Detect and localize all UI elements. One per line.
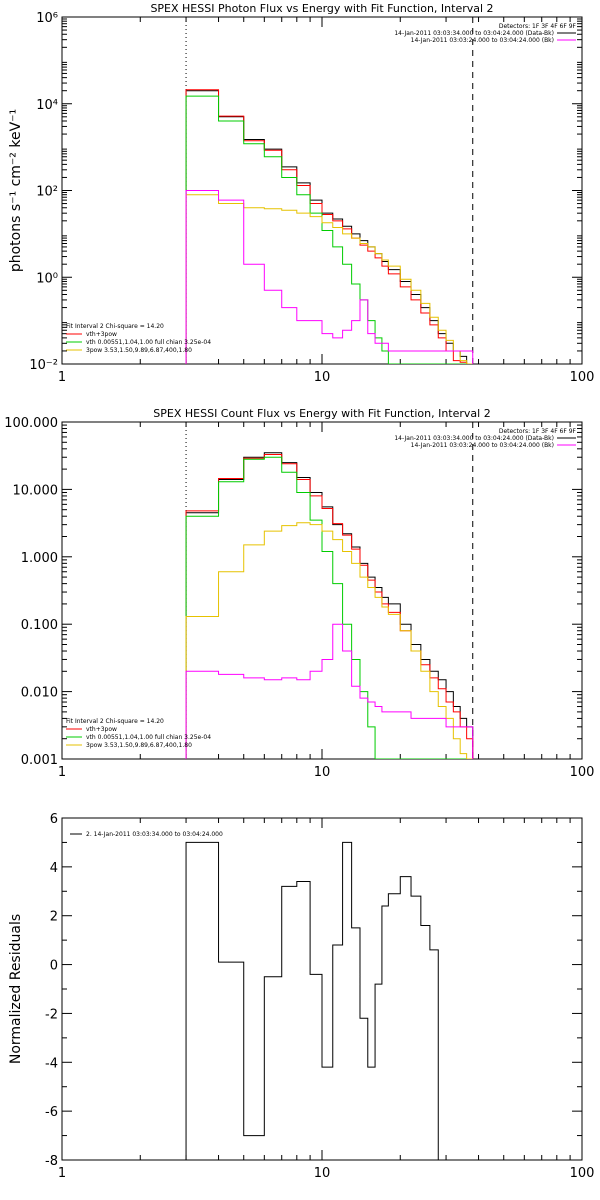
legend-top-right-text: Detectors: 1F 3F 4F 6F 9F — [499, 23, 577, 30]
series-line-1 — [185, 453, 474, 759]
y-tick-label: 0.010 — [21, 686, 58, 701]
legend-top-right-text: 14-Jan-2011 03:03:24.000 to 03:04:24.000… — [411, 37, 554, 44]
y-tick-label: 0 — [50, 959, 58, 974]
y-tick-label: 10⁰ — [36, 271, 58, 286]
series-group — [185, 89, 474, 364]
y-tick-label: 10² — [36, 185, 58, 200]
y-tick-label: 6 — [50, 812, 58, 827]
y-tick-label: 10⁴ — [36, 98, 58, 113]
legend-bottom-left-text: 3pow 3.53,1.50,9.89,6.87,400,1.80 — [86, 347, 192, 354]
x-tick-label: 1 — [58, 765, 66, 780]
y-tick-label: 1.000 — [21, 551, 58, 566]
y-tick-label: -6 — [45, 1105, 58, 1120]
plot-frame — [61, 421, 583, 760]
series-line-1 — [185, 89, 473, 364]
x-tick-label: 10 — [314, 370, 331, 385]
legend-top-right-text: 14-Jan-2011 03:03:34.000 to 03:04:24.000… — [394, 30, 554, 37]
series-line-0 — [185, 841, 473, 1160]
legend-top-right-text: 14-Jan-2011 03:03:34.000 to 03:04:24.000… — [394, 435, 554, 442]
panel-residuals: 1 10 100 -8 -6 -4 -2 0 2 4 6 Normalized Residuals 2.… — [8, 812, 594, 1181]
legend-bottom-left-text: Fit Interval 2 Chi-square = 14.20 — [66, 323, 164, 330]
legend-top-right-text: Detectors: 1F 3F 4F 6F 9F — [499, 428, 577, 435]
y-tick-label: 10⁶ — [36, 11, 58, 26]
legend-top-left-text: 2. 14-Jan-2011 03:03:34.000 to 03:04:24.… — [86, 831, 223, 838]
legend-bottom-left-text: Fit Interval 2 Chi-square = 14.20 — [66, 718, 164, 725]
x-tick-label: 100 — [570, 1166, 595, 1181]
y-tick-label: -8 — [45, 1154, 58, 1169]
x-tick-label: 100 — [570, 765, 595, 780]
series-group — [185, 452, 474, 759]
legend-top-right-text: 14-Jan-2011 03:03:24.000 to 03:04:24.000… — [411, 442, 554, 449]
x-tick-label: 100 — [570, 370, 595, 385]
y-axis-label: photons s⁻¹ cm⁻² keV⁻¹ — [8, 109, 24, 272]
legend-bottom-left-text: vth 0.00551,1.04,1.00 full chian 3.25e-0… — [86, 339, 211, 346]
legend-bottom-left-text: 3pow 3.53,1.50,9.89,6.87,400,1.80 — [86, 742, 192, 749]
legend-bottom-left-text: vth 0.00551,1.04,1.00 full chian 3.25e-0… — [86, 734, 211, 741]
series-line-0 — [185, 452, 474, 759]
y-tick-label: 2 — [50, 910, 58, 925]
y-axis-label: Normalized Residuals — [8, 914, 24, 1064]
series-line-3 — [185, 522, 473, 759]
chart-title: SPEX HESSI Photon Flux vs Energy with Fi… — [150, 2, 493, 15]
legend-bottom-left-text: vth+3pow — [86, 331, 117, 338]
series-line-2 — [185, 456, 473, 759]
panel-photon-flux: SPEX HESSI Photon Flux vs Energy with Fi… — [8, 2, 594, 385]
chart-title: SPEX HESSI Count Flux vs Energy with Fit… — [153, 407, 490, 420]
x-tick-label: 1 — [58, 370, 66, 385]
series-group — [185, 841, 473, 1160]
series-line-4 — [185, 623, 474, 759]
x-tick-label: 10 — [314, 765, 331, 780]
series-line-4 — [185, 190, 474, 364]
y-tick-label: 0.001 — [21, 753, 58, 768]
plot-frame — [61, 16, 583, 365]
panel-count-flux: SPEX HESSI Count Flux vs Energy with Fit… — [4, 407, 594, 780]
y-tick-label: 10.000 — [13, 483, 59, 498]
y-tick-label: -4 — [45, 1056, 58, 1071]
y-tick-label: -2 — [45, 1007, 58, 1022]
x-tick-label: 1 — [58, 1166, 66, 1181]
legend-bottom-left-text: vth+3pow — [86, 726, 117, 733]
x-tick-label: 10 — [314, 1166, 331, 1181]
y-tick-label: 10⁻² — [29, 358, 58, 373]
series-line-2 — [185, 95, 473, 364]
y-tick-label: 4 — [50, 861, 58, 876]
series-line-3 — [185, 194, 473, 364]
y-tick-label: 100.000 — [4, 416, 58, 431]
y-tick-label: 0.100 — [21, 618, 58, 633]
